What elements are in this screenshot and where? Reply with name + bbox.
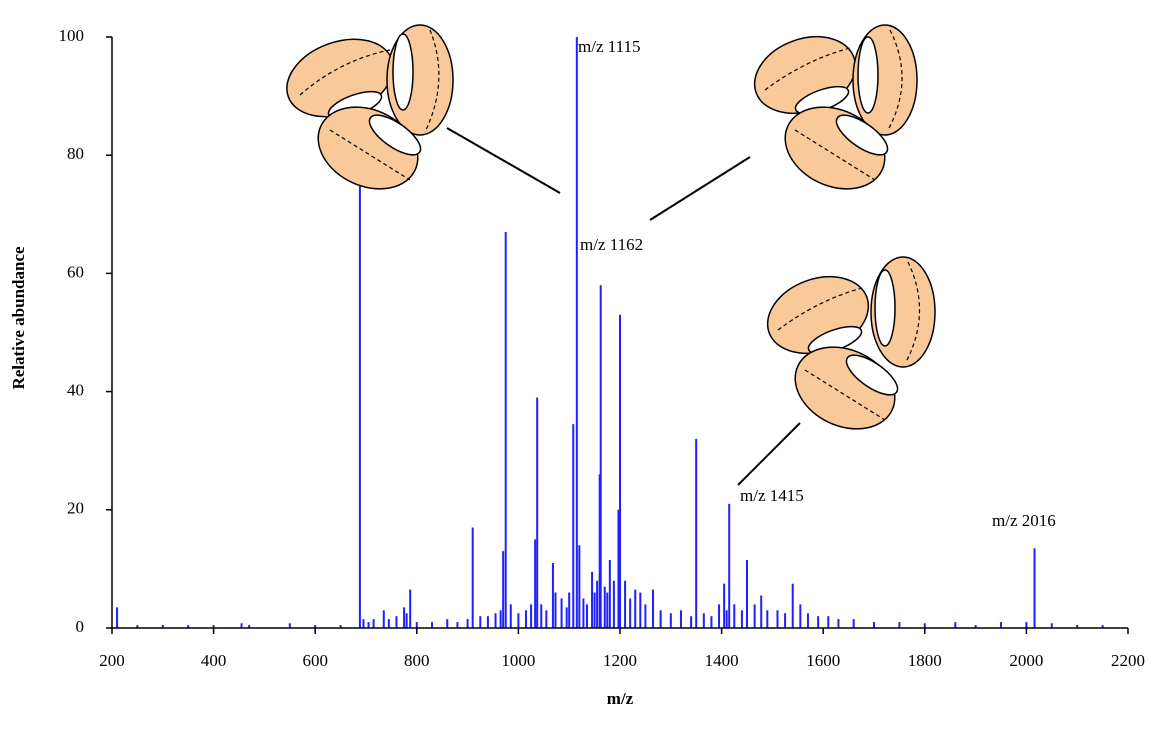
plot-area	[116, 37, 1104, 628]
peak-annotation: m/z 1162	[580, 235, 643, 254]
x-tick-label: 1600	[806, 651, 840, 670]
x-tick-label: 2200	[1111, 651, 1145, 670]
y-tick-label: 100	[59, 26, 85, 45]
structure	[649, 24, 918, 221]
y-tick-label: 20	[67, 499, 84, 518]
structure	[286, 24, 561, 194]
y-axis-label: Relative abundance	[9, 246, 28, 390]
x-tick-label: 400	[201, 651, 227, 670]
x-tick-label: 1400	[705, 651, 739, 670]
x-tick-label: 600	[302, 651, 328, 670]
y-tick-label: 0	[76, 617, 85, 636]
x-tick-label: 200	[99, 651, 125, 670]
peak-annotation: m/z 1415	[740, 486, 804, 505]
y-tick-label: 80	[67, 144, 84, 163]
y-tick-label: 40	[67, 381, 84, 400]
x-tick-label: 1200	[603, 651, 637, 670]
peak-annotation: m/z 1115	[578, 37, 640, 56]
x-tick-label: 1000	[501, 651, 535, 670]
x-tick-label: 800	[404, 651, 430, 670]
peak-annotation: m/z 2016	[992, 511, 1056, 530]
structure	[737, 256, 936, 486]
x-axis-label: m/z	[607, 689, 634, 708]
x-tick-label: 2000	[1009, 651, 1043, 670]
x-tick-label: 1800	[908, 651, 942, 670]
y-tick-label: 60	[67, 262, 84, 281]
